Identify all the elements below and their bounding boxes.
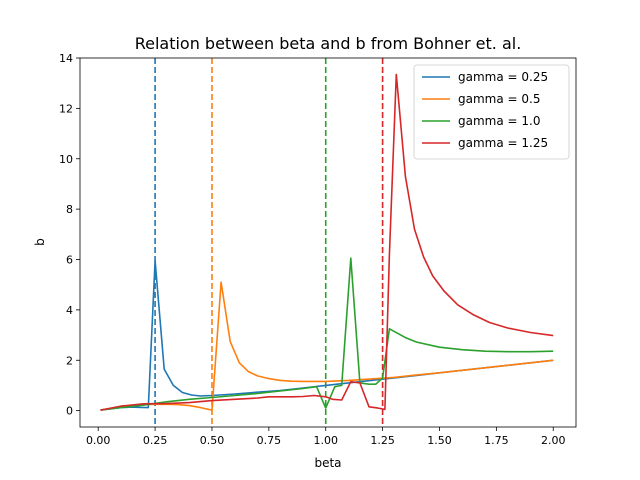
x-tick-label: 1.25 bbox=[370, 434, 395, 447]
chart-title: Relation between beta and b from Bohner … bbox=[135, 34, 522, 53]
x-tick-label: 0.75 bbox=[257, 434, 282, 447]
x-tick-label: 1.00 bbox=[313, 434, 338, 447]
legend-label-2: gamma = 0.5 bbox=[458, 92, 540, 106]
x-tick-label: 0.00 bbox=[86, 434, 111, 447]
x-tick-label: 0.25 bbox=[143, 434, 168, 447]
x-tick-label: 2.00 bbox=[541, 434, 566, 447]
series-group bbox=[100, 58, 554, 427]
y-tick-label: 0 bbox=[66, 405, 73, 418]
series-line-2 bbox=[100, 281, 554, 411]
axis-ticks: 0.00 0.25 0.50 0.75 1.00 1.25 1.50 1.75 2.00 0 2 4 6… bbox=[59, 52, 565, 447]
y-tick-label: 12 bbox=[59, 102, 73, 115]
x-tick-label: 1.50 bbox=[427, 434, 452, 447]
series-line-1 bbox=[100, 259, 554, 411]
legend-box bbox=[413, 64, 570, 160]
legend-label-3: gamma = 1.0 bbox=[458, 114, 540, 128]
x-axis-label: beta bbox=[314, 456, 341, 470]
legend-label-4: gamma = 1.25 bbox=[458, 136, 548, 150]
y-tick-label: 6 bbox=[66, 254, 73, 267]
y-tick-label: 2 bbox=[66, 354, 73, 367]
series-line-3 bbox=[100, 257, 554, 411]
legend: gamma = 0.25 gamma = 0.5 gamma = 1.0 gamma … bbox=[413, 64, 570, 160]
y-axis-label: b bbox=[33, 238, 47, 246]
axes-frame bbox=[79, 57, 577, 428]
legend-label-1: gamma = 0.25 bbox=[458, 70, 548, 84]
y-tick-label: 8 bbox=[66, 203, 73, 216]
plot-area bbox=[100, 58, 554, 427]
y-tick-label: 14 bbox=[59, 52, 73, 65]
y-tick-label: 10 bbox=[59, 153, 73, 166]
series-line-4 bbox=[100, 73, 554, 411]
y-tick-label: 4 bbox=[66, 304, 73, 317]
x-tick-label: 1.75 bbox=[484, 434, 509, 447]
x-tick-label: 0.50 bbox=[200, 434, 225, 447]
